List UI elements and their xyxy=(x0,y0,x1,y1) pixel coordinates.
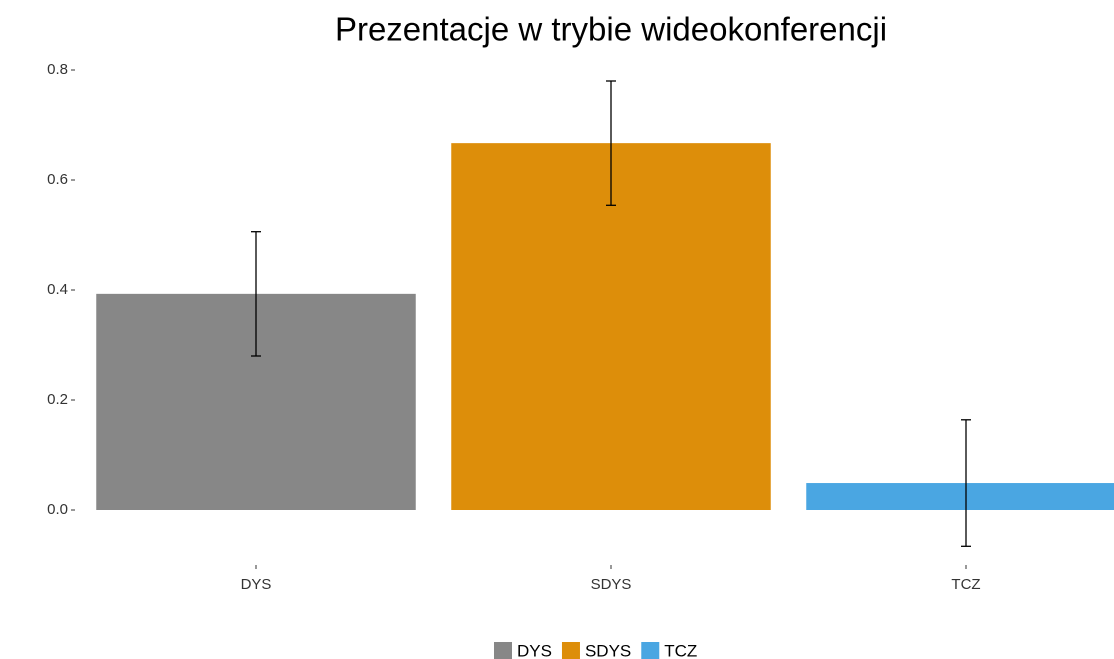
y-tick-label: 0.2 xyxy=(47,391,68,408)
error-bar xyxy=(606,80,616,206)
bar xyxy=(806,483,1114,510)
y-tick-label: 0.4 xyxy=(47,281,68,298)
y-tick-label: 0.6 xyxy=(47,171,68,188)
x-tick-label: TCZ xyxy=(951,576,980,593)
legend-label: TCZ xyxy=(664,641,697,659)
x-tick-label: SDYS xyxy=(591,576,632,593)
x-tick-label: DYS xyxy=(241,576,272,593)
y-tick-label: 0.0 xyxy=(47,501,68,518)
error-bar xyxy=(961,419,971,547)
y-tick-label: 0.8 xyxy=(47,61,68,78)
chart-title: Prezentacje w trybie wideokonferencji xyxy=(335,11,887,48)
legend-swatch xyxy=(494,642,512,659)
error-bar xyxy=(251,231,261,357)
legend-swatch xyxy=(561,642,580,659)
legend-label: DYS xyxy=(517,641,552,659)
legend-swatch xyxy=(641,642,660,659)
legend-label: SDYS xyxy=(585,641,631,659)
